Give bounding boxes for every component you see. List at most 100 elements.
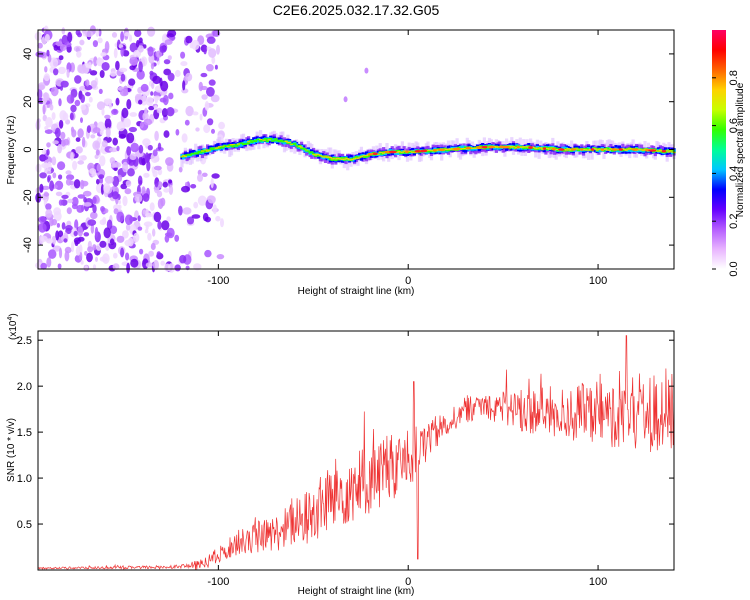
ridge-cell (469, 147, 473, 155)
noise-blob (185, 72, 193, 82)
ridge-cell (585, 147, 589, 150)
colorbar-tick-label: 0.4 (728, 166, 740, 181)
ridge-cell (397, 151, 401, 152)
ridge-cell (424, 150, 428, 154)
ridge-cell (206, 150, 210, 152)
noise-blob (61, 194, 69, 199)
ridge-cell (313, 154, 317, 156)
noise-blob (154, 178, 159, 188)
x-tick-label: 0 (405, 576, 411, 588)
ridge-cell (194, 152, 198, 155)
ridge-cell (190, 152, 194, 155)
noise-blob (126, 99, 132, 110)
noise-blob (58, 66, 66, 75)
ridge-cell (547, 147, 551, 149)
ridge-cell (204, 150, 208, 152)
ridge-cell (218, 147, 222, 149)
ridge-cell (202, 148, 206, 152)
noise-blob (149, 202, 155, 212)
snr-ticks: -100 0 100 0.5 1.0 1.5 2.0 2.5 (17, 331, 674, 588)
noise-blob (125, 180, 132, 188)
ridge-peak (433, 148, 437, 152)
ridge-cell (320, 153, 324, 158)
ridge-cell (270, 138, 275, 142)
ridge-cell (397, 149, 401, 152)
ridge-cell (305, 149, 309, 151)
noise-blob (72, 160, 78, 171)
noise-blob (139, 248, 144, 255)
ridge-cell (429, 150, 434, 153)
noise-blob (52, 245, 62, 252)
ridge-cell (599, 139, 603, 149)
noise-blob (60, 131, 66, 140)
ridge-cell (300, 145, 304, 149)
ridge-cell (669, 149, 673, 155)
noise-blob (179, 254, 187, 264)
noise-blob (141, 157, 146, 166)
ridge-cell (347, 159, 351, 161)
noise-blob (129, 65, 136, 71)
ridge-cell (547, 148, 551, 159)
noise-blob (153, 259, 159, 271)
noise-blob (103, 182, 111, 194)
ridge-cell (581, 148, 586, 150)
noise-blob (122, 161, 129, 173)
noise-blob (84, 30, 94, 38)
ridge-cell (484, 145, 488, 153)
ridge-cell (342, 159, 346, 160)
noise-blob (142, 44, 147, 49)
ridge-cell (540, 148, 545, 150)
ridge-cell (320, 156, 324, 162)
ridge-cell (272, 139, 276, 142)
ridge-cell (429, 150, 434, 151)
ridge-cell (334, 159, 338, 161)
ridge-cell (542, 147, 546, 153)
ridge-cell (443, 148, 447, 150)
ridge-cell (402, 150, 406, 152)
ridge-cell (585, 147, 589, 152)
ridge-cell (578, 148, 582, 151)
ridge-cell (669, 144, 673, 153)
ridge-cell (409, 150, 413, 152)
noise-blob (58, 98, 62, 107)
noise-blob (168, 92, 174, 100)
noise-blob (210, 177, 214, 189)
ridge-cell (566, 148, 570, 152)
svg-text:(x104): (x104) (7, 313, 19, 340)
ridge-cell (411, 142, 415, 151)
ridge-cell (546, 147, 550, 149)
noise-blob (104, 114, 111, 119)
noise-blob (90, 134, 96, 139)
noise-blob (181, 133, 188, 143)
ridge-cell (494, 146, 498, 148)
ridge-cell (308, 142, 312, 151)
noise-blob (103, 227, 111, 239)
noise-blob (206, 118, 214, 126)
ridge-cell (380, 152, 384, 155)
ridge-peak (465, 146, 472, 150)
ridge-peak (528, 146, 533, 149)
noise-blob (111, 163, 117, 168)
ridge-cell (209, 149, 213, 153)
ridge-peak (372, 152, 378, 155)
noise-blob (148, 250, 155, 257)
ridge-cell (395, 152, 399, 153)
noise-blob (153, 105, 158, 110)
noise-blob (152, 75, 161, 85)
ridge-cell (356, 156, 360, 159)
ridge-cell (187, 153, 191, 156)
ridge-cell (199, 145, 203, 154)
noise-blob (70, 126, 75, 133)
ridge-cell (255, 140, 259, 143)
ridge-peak (648, 149, 657, 152)
noise-blob (73, 237, 81, 245)
noise-blob (116, 145, 120, 152)
noise-blob (153, 211, 162, 223)
noise-blob (76, 50, 82, 58)
ridge-cell (568, 149, 572, 151)
ridge-cell (435, 145, 439, 152)
ridge-cell (294, 143, 299, 147)
ridge-peak (476, 146, 483, 149)
ridge-cell (446, 145, 451, 151)
noise-blob (195, 127, 200, 132)
